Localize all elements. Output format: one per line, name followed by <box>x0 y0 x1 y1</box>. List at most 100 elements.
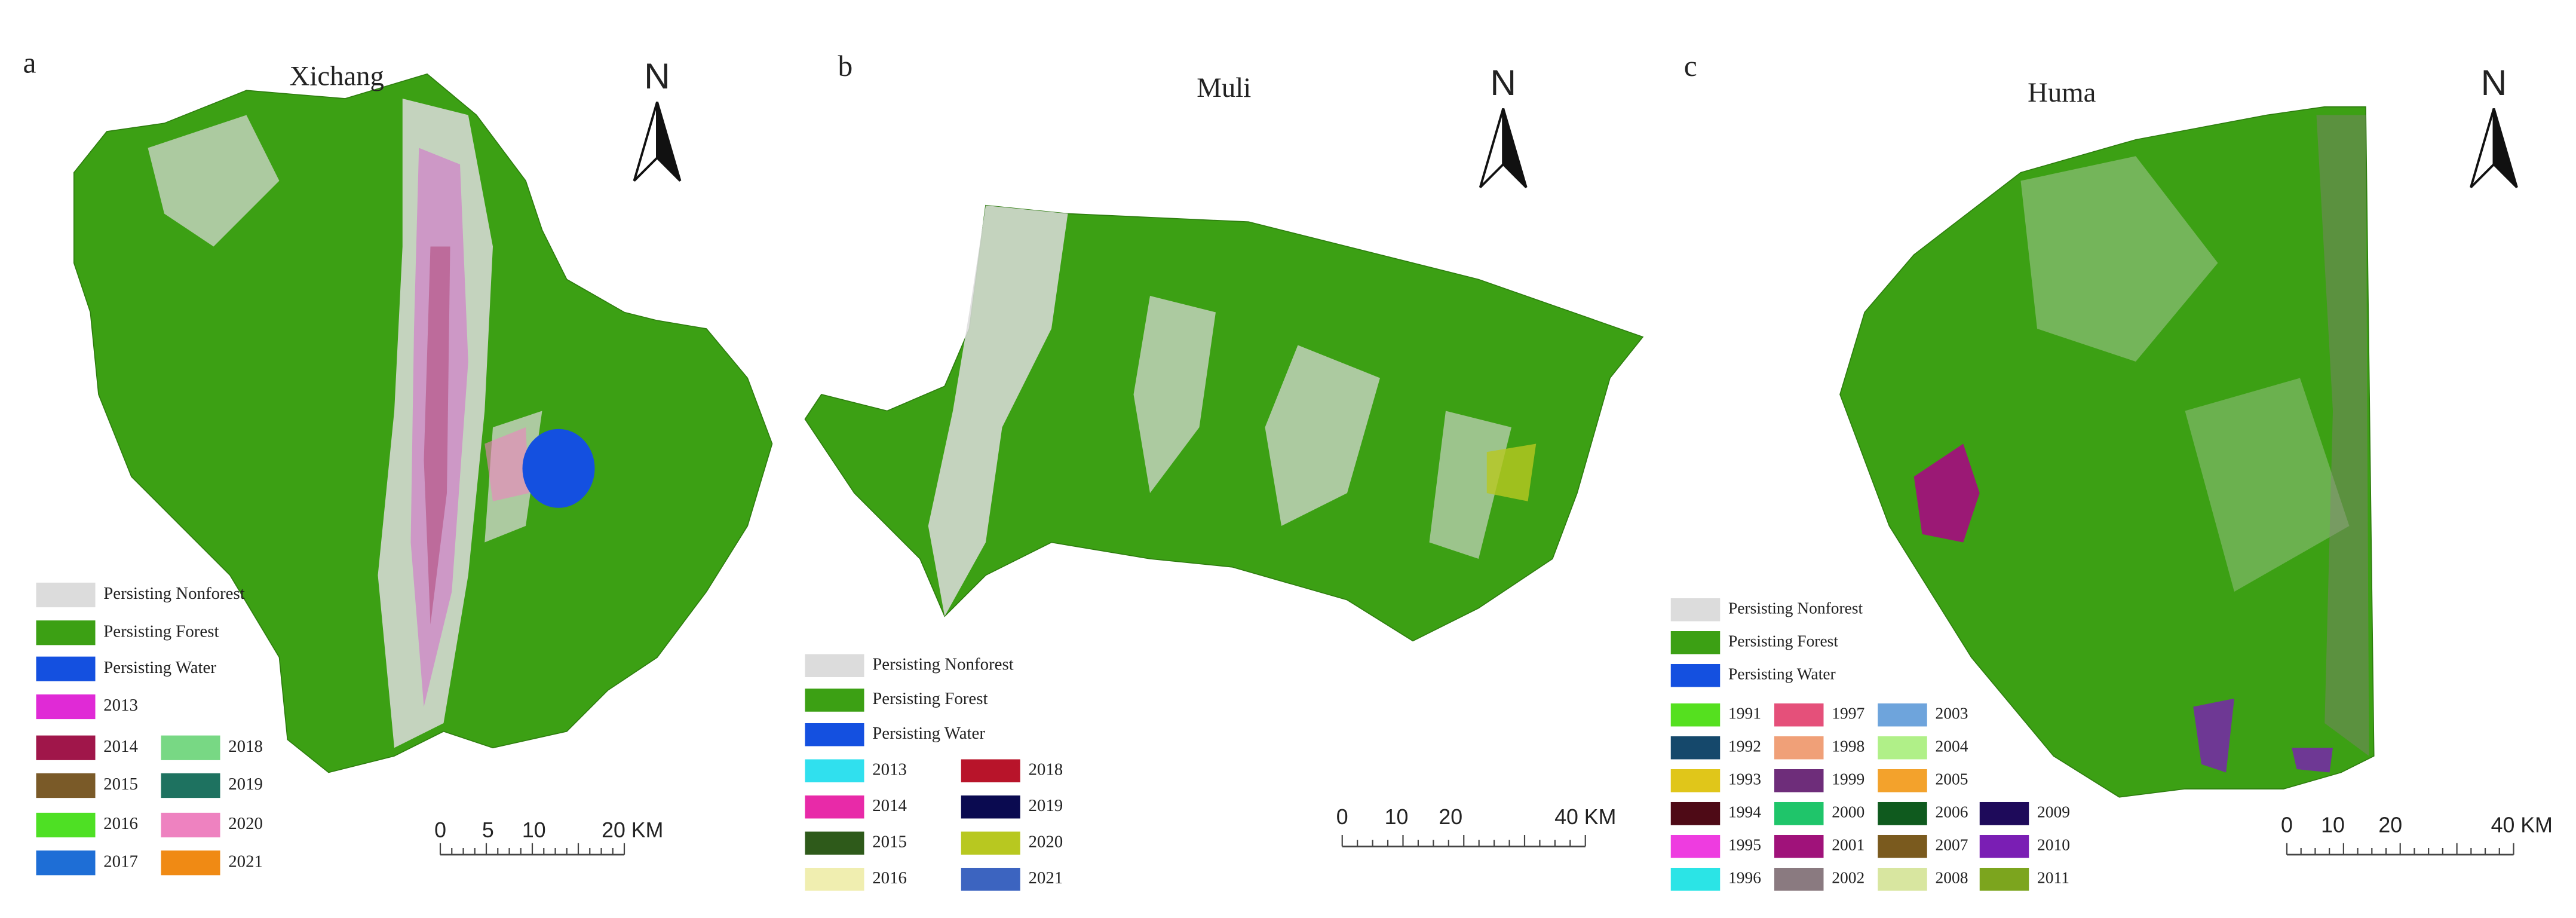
scale-bar-label: 10 <box>1385 805 1409 829</box>
legend-swatch <box>805 688 864 712</box>
legend-swatch <box>161 735 220 760</box>
scale-bar-label: 40 KM <box>1554 805 1616 829</box>
legend-label: 2015 <box>872 832 907 851</box>
legend-swatch <box>961 759 1020 782</box>
scale-bar-label: 20 <box>1439 805 1462 829</box>
legend-swatch <box>805 654 864 677</box>
legend-label: 2021 <box>228 852 263 871</box>
legend-label: 2002 <box>1832 869 1864 887</box>
legend-label: 1991 <box>1728 705 1761 723</box>
legend-label: 2006 <box>1935 803 1968 821</box>
legend-swatch <box>36 694 96 720</box>
legend-swatch <box>36 850 96 876</box>
land-cover-patch <box>2020 156 2218 362</box>
panel-label: b <box>838 50 853 82</box>
legend-label: Persisting Nonforest <box>103 584 244 603</box>
legend-label: 1996 <box>1728 869 1761 887</box>
legend-label: 2020 <box>228 814 263 833</box>
legend-label: 2010 <box>2037 836 2070 854</box>
legend-swatch <box>161 773 220 798</box>
map-area <box>1839 106 2375 798</box>
legend-swatch <box>1774 801 1824 825</box>
legend-label: 2000 <box>1832 803 1864 821</box>
legend-swatch <box>1670 867 1721 891</box>
legend-swatch <box>36 582 96 608</box>
legend-label: 1998 <box>1832 738 1864 755</box>
legend-label: 2004 <box>1935 738 1968 755</box>
legend-label: 1992 <box>1728 738 1761 755</box>
legend-swatch <box>961 867 1020 891</box>
legend-label: 2013 <box>872 760 907 779</box>
north-label: N <box>644 56 670 96</box>
legend-swatch <box>1774 769 1824 792</box>
scale-bar-label: 20 <box>2378 813 2402 837</box>
land-cover-patch <box>410 148 468 707</box>
north-label: N <box>1490 62 1516 103</box>
legend-label: 2015 <box>103 775 138 794</box>
land-cover-patch <box>1486 443 1537 501</box>
legend-swatch <box>961 795 1020 819</box>
legend-swatch <box>1670 663 1721 687</box>
north-arrow-right <box>656 101 682 182</box>
legend-swatch <box>36 620 96 645</box>
legend-swatch <box>1878 867 1927 891</box>
legend-label: 2020 <box>1029 832 1063 851</box>
legend-label: 1997 <box>1832 705 1864 723</box>
land-cover-patch <box>1913 443 1980 543</box>
legend-swatch <box>1670 631 1721 654</box>
scale-bar-label: 5 <box>482 818 494 842</box>
legend-swatch <box>1670 834 1721 858</box>
legend-swatch <box>36 656 96 681</box>
legend-swatch <box>36 812 96 838</box>
land-cover-patch <box>2193 698 2234 773</box>
land-cover-patch <box>2292 748 2333 773</box>
legend-label: 2003 <box>1935 705 1968 723</box>
legend-label: 2016 <box>872 868 907 888</box>
legend-swatch <box>36 773 96 798</box>
legend-swatch <box>161 850 220 876</box>
land-cover-patch <box>2185 378 2350 592</box>
legend-swatch <box>805 759 864 782</box>
legend-label: Persisting Forest <box>872 689 988 708</box>
scale-bar-label: 40 KM <box>2491 813 2553 837</box>
land-cover-patch <box>148 115 280 247</box>
legend-swatch <box>1670 801 1721 825</box>
land-cover-patch <box>378 98 493 748</box>
legend-label: 1999 <box>1832 770 1864 788</box>
land-cover-patch <box>1429 411 1511 559</box>
legend-label: 2011 <box>2037 869 2069 887</box>
map-panel: b Muli N Persisting Nonforest Persisting For… <box>804 50 1644 891</box>
scale-bar-label: 10 <box>2321 813 2345 837</box>
legend-swatch <box>961 831 1020 855</box>
legend-label: 2017 <box>103 852 138 871</box>
legend-swatch <box>1670 736 1721 760</box>
legend-label: 2008 <box>1935 869 1968 887</box>
scale-bar-label: 20 KM <box>602 818 663 842</box>
legend-swatch <box>805 867 864 891</box>
map-title: Huma <box>2028 77 2096 108</box>
legend-label: Persisting Forest <box>1728 632 1838 650</box>
north-label: N <box>2481 62 2507 103</box>
legend-label: 2013 <box>103 696 138 715</box>
legend-swatch <box>161 812 220 838</box>
legend-label: 2014 <box>872 796 907 815</box>
legend-label: 1994 <box>1728 803 1761 821</box>
map-title: Xichang <box>290 61 384 92</box>
panel-label: a <box>23 46 36 79</box>
legend-swatch <box>1774 867 1824 891</box>
land-cover-patch <box>424 246 450 625</box>
land-cover-patch <box>928 205 1068 617</box>
land-cover-patch <box>2316 115 2369 756</box>
legend-label: 2009 <box>2037 803 2070 821</box>
legend-swatch <box>1979 867 2029 891</box>
legend-swatch <box>1878 769 1927 792</box>
legend-label: 2019 <box>1029 796 1063 815</box>
land-cover-patch <box>1265 345 1380 526</box>
legend-swatch <box>1670 703 1721 727</box>
legend-label: Persisting Nonforest <box>872 654 1013 674</box>
land-cover-patch <box>484 427 529 501</box>
legend-swatch <box>1774 736 1824 760</box>
legend-label: 1993 <box>1728 770 1761 788</box>
